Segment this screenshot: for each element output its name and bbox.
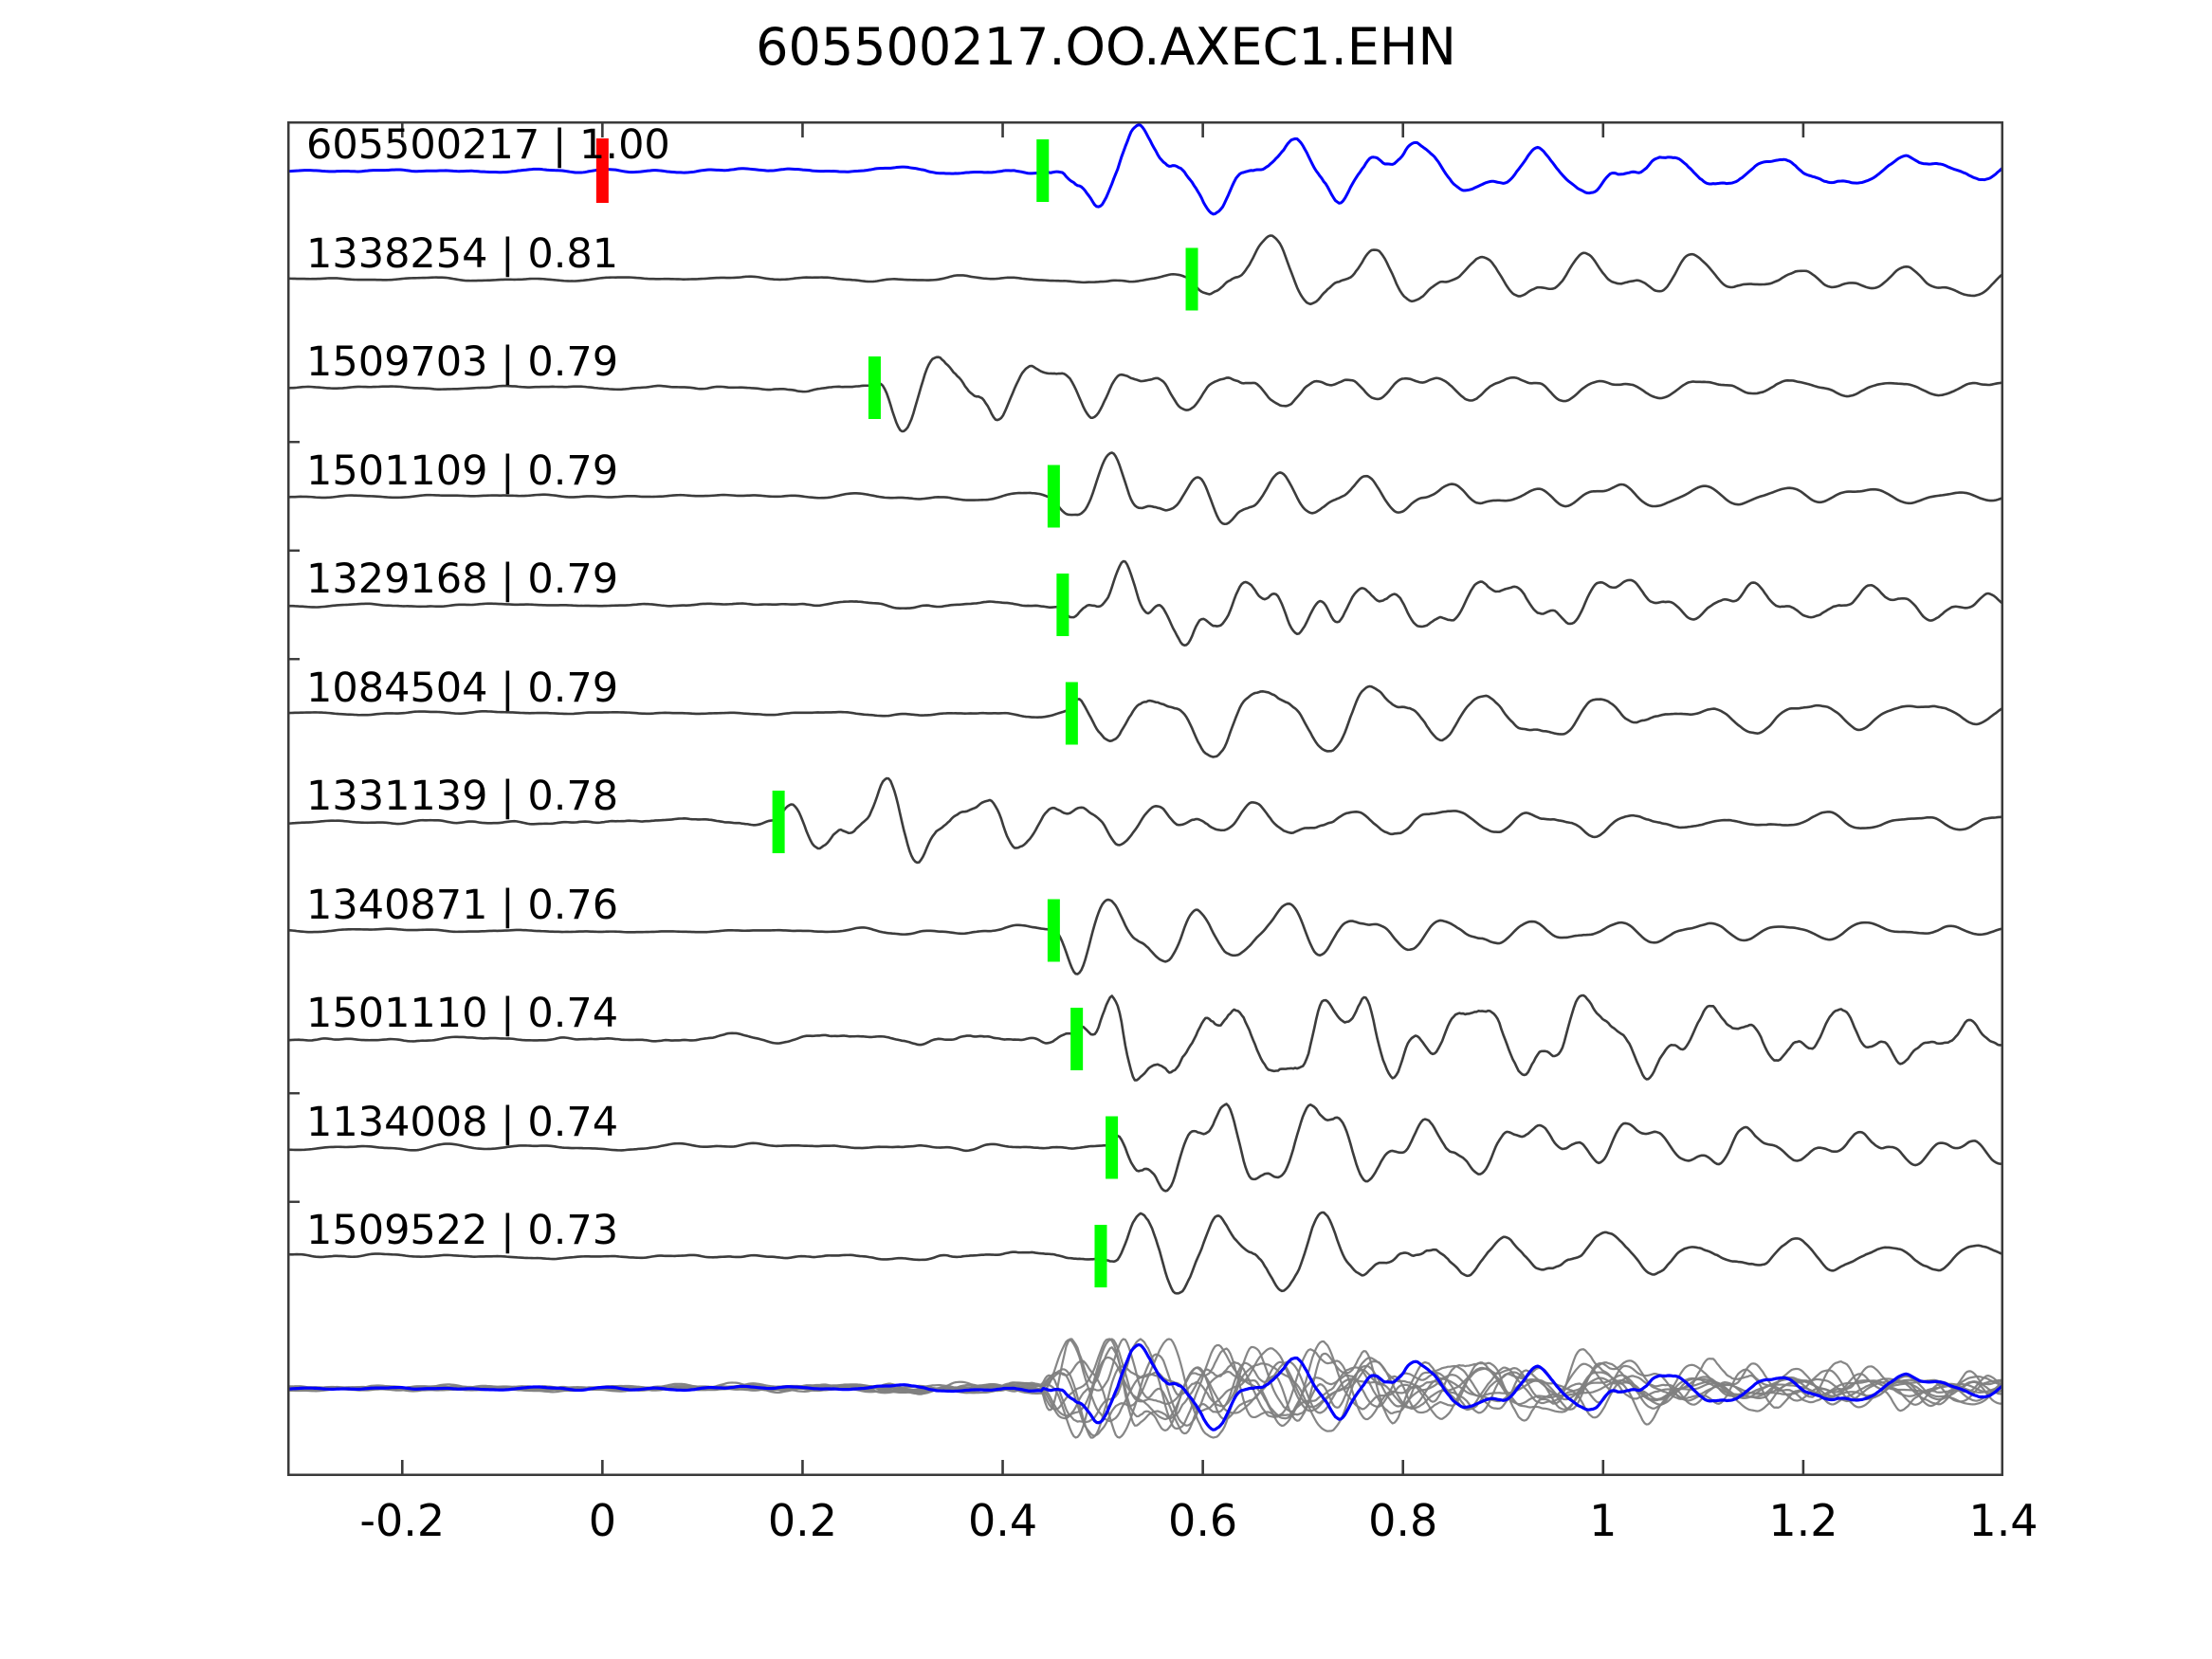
x-tick-label-5: 0.8	[1368, 1495, 1438, 1546]
waveform-trace-1084504	[287, 684, 2003, 758]
trace-group-1509703	[287, 356, 2003, 433]
stack-template-trace	[287, 1342, 2003, 1431]
trace-label-1338254: 1338254 | 0.81	[306, 229, 619, 278]
trace-group-1084504	[287, 682, 2003, 758]
trace-label-1340871: 1340871 | 0.76	[306, 881, 619, 929]
waveform-trace-1338254	[287, 234, 2003, 306]
trace-group-1501110	[287, 994, 2003, 1082]
trace-label-1501110: 1501110 | 0.74	[306, 990, 619, 1037]
trace-label-1501109: 1501109 | 0.79	[306, 447, 619, 495]
trace-group-1329168	[287, 559, 2003, 647]
waveform-trace-1329168	[287, 559, 2003, 647]
x-tick-label-4: 0.6	[1168, 1495, 1238, 1546]
trace-group-1501109	[287, 451, 2003, 528]
trace-group-1509522	[287, 1211, 2003, 1295]
trace-label-1329168: 1329168 | 0.79	[306, 556, 619, 603]
trace-label-1134008: 1134008 | 0.74	[306, 1098, 619, 1146]
x-tick-label-0: -0.2	[359, 1495, 446, 1546]
trace-label-605500217: 605500217 | 1.00	[306, 121, 670, 169]
waveform-trace-1501109	[287, 451, 2003, 526]
waveform-trace-1340871	[287, 898, 2003, 975]
waveform-trace-1331139	[287, 776, 2003, 865]
x-tick-label-3: 0.4	[967, 1495, 1038, 1546]
page-title: 605500217.OO.AXEC1.EHN	[756, 17, 1456, 77]
x-tick-label-1: 0	[588, 1495, 616, 1546]
x-tick-label-6: 1	[1589, 1495, 1618, 1546]
trace-group-1338254	[287, 234, 2003, 311]
stack-panel-group	[287, 1338, 2003, 1439]
trace-label-1509522: 1509522 | 0.73	[306, 1207, 619, 1254]
trace-label-1084504: 1084504 | 0.79	[306, 664, 619, 712]
trace-group-1340871	[287, 898, 2003, 975]
axes-frame	[287, 121, 2003, 1476]
waveform-trace-1134008	[287, 1103, 2003, 1193]
trace-label-1509703: 1509703 | 0.79	[306, 338, 619, 386]
plot-axes	[287, 121, 2003, 1476]
trace-group-605500217	[287, 123, 2003, 216]
x-tick-label-2: 0.2	[767, 1495, 838, 1546]
x-tick-label-7: 1.2	[1768, 1495, 1838, 1546]
waveform-trace-1509703	[287, 356, 2003, 433]
waveform-plot-svg	[287, 121, 2003, 1476]
waveform-trace-1509522	[287, 1211, 2003, 1295]
trace-label-1331139: 1331139 | 0.78	[306, 773, 619, 820]
trace-group-1134008	[287, 1103, 2003, 1193]
waveform-trace-605500217	[287, 123, 2003, 216]
x-tick-label-8: 1.4	[1968, 1495, 2038, 1546]
trace-group-1331139	[287, 776, 2003, 865]
waveform-trace-1501110	[287, 994, 2003, 1082]
